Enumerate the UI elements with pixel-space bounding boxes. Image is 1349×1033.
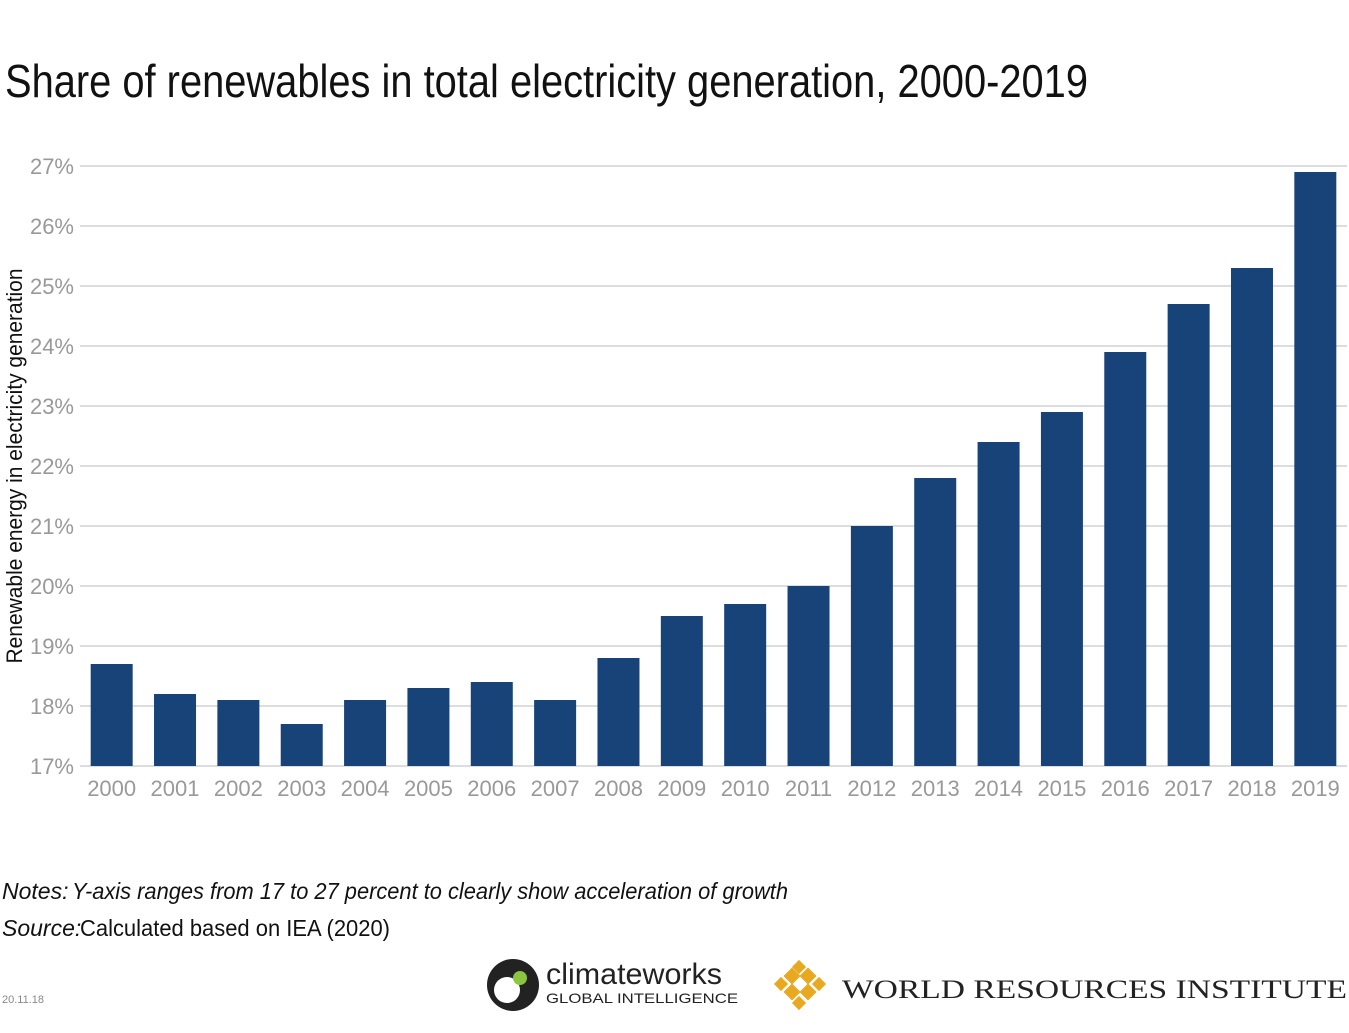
x-tick-label: 2001 [151, 776, 200, 801]
x-tick-label: 2002 [214, 776, 263, 801]
bar [787, 586, 830, 766]
x-tick-label: 2008 [594, 776, 643, 801]
source-label: Source: [2, 915, 81, 941]
x-tick-label: 2004 [341, 776, 390, 801]
y-tick-label: 25% [30, 274, 74, 299]
logo-subtext: GLOBAL INTELLIGENCE [546, 990, 738, 1006]
logo-text: climateworks [546, 958, 722, 991]
climateworks-logo: climateworks GLOBAL INTELLIGENCE [487, 958, 738, 1011]
x-tick-label: 2013 [911, 776, 960, 801]
bar [534, 700, 577, 766]
logo-icon [773, 959, 827, 1011]
y-tick-label: 20% [30, 574, 74, 599]
notes-text: Y-axis ranges from 17 to 27 percent to c… [72, 878, 788, 904]
logo-text: WORLD RESOURCES INSTITUTE [842, 975, 1347, 1004]
y-tick-label: 18% [30, 694, 74, 719]
x-tick-label: 2012 [847, 776, 896, 801]
x-tick-label: 2000 [87, 776, 136, 801]
logo-icon [494, 977, 520, 1003]
chart-title: Share of renewables in total electricity… [5, 55, 1088, 107]
bar [1230, 268, 1273, 766]
y-tick-label: 26% [30, 214, 74, 239]
bar [914, 478, 957, 766]
bar [977, 442, 1020, 766]
notes: Notes: Y-axis ranges from 17 to 27 perce… [2, 878, 788, 941]
y-tick-label: 21% [30, 514, 74, 539]
x-tick-label: 2015 [1037, 776, 1086, 801]
bar [407, 688, 450, 766]
x-tick-label: 2016 [1101, 776, 1150, 801]
x-tick-label: 2010 [721, 776, 770, 801]
bar [344, 700, 387, 766]
y-tick-label: 27% [30, 154, 74, 179]
x-tick-label: 2006 [467, 776, 516, 801]
logo-icon [513, 971, 527, 985]
bar [660, 616, 703, 766]
notes-label: Notes: [2, 878, 68, 904]
bar [724, 604, 767, 766]
y-axis-title: Renewable energy in electricity generati… [2, 269, 27, 664]
x-tick-label: 2007 [531, 776, 580, 801]
x-tick-label: 2014 [974, 776, 1023, 801]
x-tick-label: 2017 [1164, 776, 1213, 801]
date: 20.11.18 [2, 994, 44, 1006]
bar [1167, 304, 1210, 766]
y-tick-label: 19% [30, 634, 74, 659]
x-tick-label: 2011 [785, 776, 832, 801]
x-tick-label: 2003 [277, 776, 326, 801]
y-tick-label: 24% [30, 334, 74, 359]
bar [850, 526, 893, 766]
bar [1294, 172, 1337, 766]
x-tick-label: 2019 [1291, 776, 1340, 801]
y-tick-label: 17% [30, 754, 74, 779]
x-tick-label: 2005 [404, 776, 453, 801]
bar [217, 700, 260, 766]
bar [280, 724, 323, 766]
bar [154, 694, 197, 766]
wri-logo: WORLD RESOURCES INSTITUTE [773, 959, 1347, 1011]
bar [90, 664, 133, 766]
source-text: Calculated based on IEA (2020) [80, 915, 390, 941]
bar [1104, 352, 1147, 766]
bar [470, 682, 513, 766]
y-tick-label: 23% [30, 394, 74, 419]
bar [1040, 412, 1083, 766]
x-tick-label: 2018 [1227, 776, 1276, 801]
x-tick-label: 2009 [657, 776, 706, 801]
bar [597, 658, 640, 766]
y-tick-label: 22% [30, 454, 74, 479]
